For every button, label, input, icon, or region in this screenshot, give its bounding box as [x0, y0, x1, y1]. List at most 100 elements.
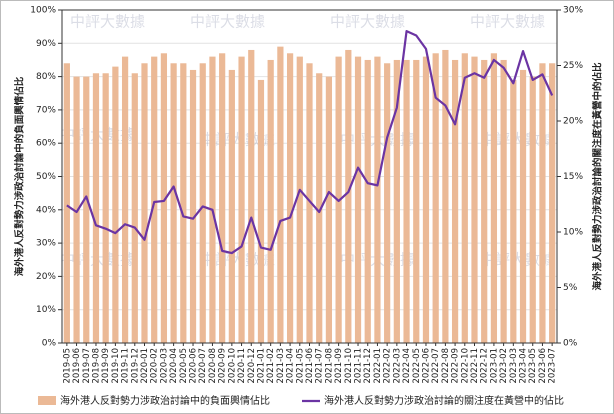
y-tick-label: 90%: [36, 39, 56, 49]
x-tick-label: 2019-05: [62, 348, 72, 384]
bar: [539, 63, 546, 343]
watermark: 中評大數據: [200, 131, 275, 149]
bar: [83, 76, 90, 343]
bar: [199, 63, 206, 343]
y2-tick-label: 15%: [563, 172, 583, 182]
x-tick-label: 2023-07: [548, 348, 558, 384]
x-tick-label: 2021-08: [324, 348, 334, 384]
y2-tick-label: 30%: [563, 6, 583, 16]
x-tick-label: 2023-06: [538, 348, 548, 384]
x-tick-label: 2021-04: [286, 348, 296, 384]
bar: [490, 53, 498, 343]
bar: [354, 56, 362, 344]
bar: [160, 53, 168, 343]
x-tick-label: 2020-04: [169, 348, 179, 384]
bar: [325, 76, 333, 343]
x-tick-label: 2019-09: [101, 348, 111, 384]
bar: [345, 49, 352, 344]
x-tick-label: 2023-02: [499, 348, 509, 384]
legend-label: 海外港人反對勢力涉政治討論中的負面輿情佔比: [60, 394, 270, 407]
watermark: 中評大數據: [480, 251, 555, 269]
y-tick-label: 40%: [36, 205, 56, 215]
bar: [228, 69, 235, 343]
bar: [442, 49, 449, 344]
bar: [63, 63, 70, 343]
x-tick-label: 2020-02: [150, 348, 160, 384]
bar: [219, 53, 226, 343]
line: [66, 29, 554, 255]
x-tick-label: 2023-04: [519, 348, 529, 384]
x-tick-label: 2021-05: [295, 348, 305, 384]
bar: [121, 56, 129, 344]
bar: [403, 59, 410, 343]
x-tick-label: 2020-01: [140, 348, 150, 384]
x-tick-label: 2022-06: [421, 348, 431, 384]
x-tick-label: 2023-01: [489, 348, 499, 384]
watermark: 中評大數據: [330, 13, 405, 31]
bar: [286, 53, 294, 343]
bar: [102, 73, 109, 344]
x-tick-label: 2020-03: [159, 348, 169, 384]
x-tick-label: 2021-02: [266, 348, 276, 384]
y2-tick-label: 5%: [563, 283, 578, 293]
x-tick-label: 2020-12: [247, 348, 257, 384]
watermark: 中評大數據: [480, 131, 555, 149]
x-tick-label: 2019-08: [91, 348, 101, 384]
bar: [112, 66, 119, 344]
y2-axis-label: 海外港人反對勢力涉政治討論的關注度在黃營中的佔比: [592, 62, 604, 291]
bar: [461, 53, 468, 343]
x-tick-label: 2021-12: [363, 348, 373, 384]
x-tick-label: 2022-02: [383, 348, 393, 384]
y2-tick-label: 25%: [563, 61, 583, 71]
y-tick-label: 100%: [30, 6, 56, 16]
bar: [180, 63, 187, 343]
bar: [73, 76, 80, 343]
x-tick-label: 2019-11: [121, 348, 131, 384]
x-tick-label: 2022-11: [470, 348, 480, 384]
y2-tick-label: 0%: [563, 339, 578, 349]
y-axis-label: 海外港人反對勢力涉政治討論中的負面輿情佔比: [14, 76, 26, 276]
x-tick-label: 2019-10: [111, 348, 121, 384]
bar: [238, 56, 245, 344]
x-tick-label: 2022-03: [392, 348, 402, 384]
bar: [413, 59, 420, 343]
x-tick-label: 2020-05: [179, 348, 189, 384]
bar: [267, 59, 274, 343]
y-tick-label: 10%: [36, 305, 56, 315]
bar: [384, 63, 391, 343]
bar: [471, 56, 478, 344]
x-tick-label: 2022-08: [441, 348, 451, 384]
bar: [306, 63, 313, 343]
x-tick-label: 2022-05: [412, 348, 422, 384]
watermark: 中評大數據: [200, 251, 275, 269]
bar: [131, 73, 138, 344]
y-tick-label: 30%: [36, 239, 56, 249]
x-tick-label: 2020-09: [218, 348, 228, 384]
bar: [393, 59, 400, 343]
x-tick-label: 2020-07: [198, 348, 208, 384]
x-tick-label: 2019-06: [72, 348, 82, 384]
y-tick-label: 60%: [36, 139, 56, 149]
bar: [374, 56, 381, 344]
legend-swatch: [38, 396, 56, 405]
x-tick-label: 2022-04: [402, 348, 412, 384]
bar: [500, 59, 507, 343]
x-tick-label: 2020-08: [208, 348, 218, 384]
y-tick-label: 0%: [42, 339, 57, 349]
y-tick-label: 80%: [36, 72, 56, 82]
bar: [151, 56, 158, 344]
x-tick-label: 2021-03: [276, 348, 286, 384]
x-tick-label: 2021-09: [334, 348, 344, 384]
bar: [248, 49, 255, 344]
x-tick-label: 2021-07: [315, 348, 325, 384]
x-tick-label: 2020-10: [227, 348, 237, 384]
x-tick-label: 2020-11: [237, 348, 247, 384]
bar: [510, 79, 517, 344]
bar: [422, 56, 430, 344]
bar: [451, 59, 459, 343]
y-tick-label: 70%: [36, 105, 56, 115]
bar: [277, 46, 284, 343]
x-tick-label: 2023-05: [528, 348, 538, 384]
bar: [519, 69, 527, 343]
